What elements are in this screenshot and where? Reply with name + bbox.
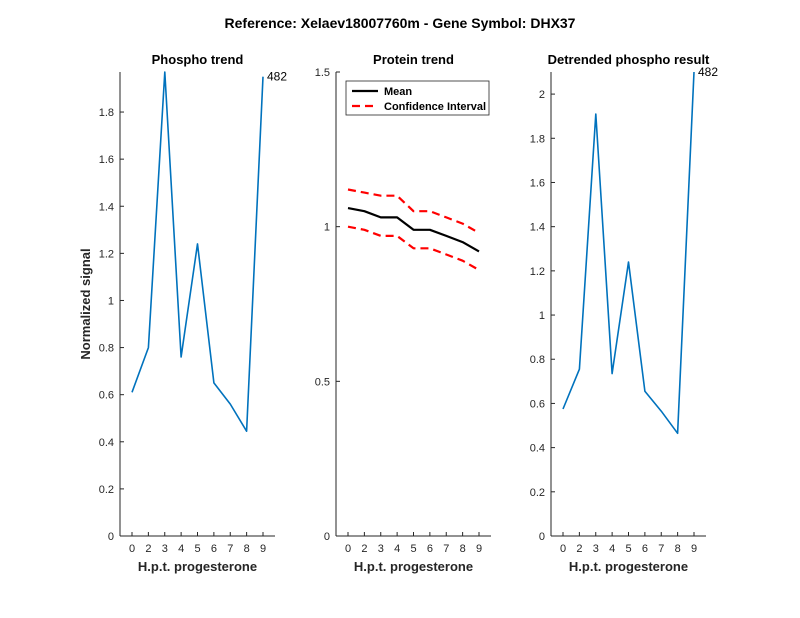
x-tick-label: 4 (609, 543, 615, 555)
x-tick-label: 4 (178, 543, 184, 555)
y-tick-label: 1.5 (315, 67, 330, 79)
y-tick-label: 1.6 (99, 154, 114, 166)
y-tick-label: 0.4 (99, 437, 114, 449)
y-tick-label: 0.8 (99, 343, 114, 355)
series-line-series-3 (347, 225, 480, 271)
y-tick-label: 0.4 (530, 443, 545, 455)
y-tick-label: 1 (108, 295, 114, 307)
y-tick-label: 1.8 (99, 107, 114, 119)
x-axis-label: H.p.t. progesterone (569, 559, 688, 574)
y-tick-label: 0.2 (99, 484, 114, 496)
x-tick-label: 6 (642, 543, 648, 555)
x-tick-label: 3 (593, 543, 599, 555)
legend: Mean Confidence Interval (345, 80, 490, 116)
y-tick-label: 1.2 (530, 266, 545, 278)
x-tick-label: 3 (378, 543, 384, 555)
x-tick-label: 0 (560, 543, 566, 555)
x-tick-label: 7 (227, 543, 233, 555)
x-tick-label: 6 (211, 543, 217, 555)
y-axis-label: Normalized signal (78, 248, 93, 359)
x-tick-label: 5 (625, 543, 631, 555)
series-line-series-1 (562, 71, 695, 435)
x-tick-label: 5 (410, 543, 416, 555)
x-tick-label: 6 (427, 543, 433, 555)
subplot-title: Detrended phospho result (548, 52, 710, 67)
y-tick-label: 1.2 (99, 248, 114, 260)
y-tick-label: 0.6 (99, 390, 114, 402)
point-annotation: 482 (267, 70, 287, 84)
y-tick-label: 1.4 (99, 201, 114, 213)
series-line-confidence-interval (347, 188, 480, 234)
x-tick-label: 9 (691, 543, 697, 555)
x-tick-label: 3 (162, 543, 168, 555)
x-tick-label: 2 (576, 543, 582, 555)
x-tick-label: 2 (145, 543, 151, 555)
y-tick-label: 0.5 (315, 376, 330, 388)
x-tick-label: 4 (394, 543, 400, 555)
x-tick-label: 2 (361, 543, 367, 555)
y-tick-label: 1.4 (530, 222, 545, 234)
y-tick-label: 1 (539, 310, 545, 322)
x-tick-label: 8 (675, 543, 681, 555)
y-tick-label: 0.2 (530, 487, 545, 499)
point-annotation: 482 (698, 65, 718, 79)
x-tick-label: 9 (260, 543, 266, 555)
x-tick-label: 8 (244, 543, 250, 555)
y-tick-label: 0 (108, 531, 114, 543)
legend-label: Confidence Interval (384, 101, 486, 113)
x-axis-label: H.p.t. progesterone (138, 559, 257, 574)
subplot-title: Phospho trend (152, 52, 244, 67)
x-tick-label: 5 (194, 543, 200, 555)
x-tick-label: 7 (658, 543, 664, 555)
x-tick-label: 9 (476, 543, 482, 555)
y-tick-label: 0.8 (530, 354, 545, 366)
x-tick-label: 0 (345, 543, 351, 555)
series-line-mean (347, 207, 480, 253)
legend-label: Mean (384, 86, 412, 98)
series-line-series-1 (131, 71, 264, 433)
x-axis-label: H.p.t. progesterone (354, 559, 473, 574)
x-tick-label: 7 (443, 543, 449, 555)
y-tick-label: 0.6 (530, 398, 545, 410)
y-tick-label: 0 (539, 531, 545, 543)
y-tick-label: 1.8 (530, 133, 545, 145)
y-tick-label: 1 (324, 222, 330, 234)
y-tick-label: 0 (324, 531, 330, 543)
figure-title: Reference: Xelaev18007760m - Gene Symbol… (225, 15, 576, 31)
subplot-title: Protein trend (373, 52, 454, 67)
x-tick-label: 8 (460, 543, 466, 555)
x-tick-label: 0 (129, 543, 135, 555)
y-tick-label: 1.6 (530, 177, 545, 189)
legend-box (345, 80, 490, 116)
y-tick-label: 2 (539, 89, 545, 101)
